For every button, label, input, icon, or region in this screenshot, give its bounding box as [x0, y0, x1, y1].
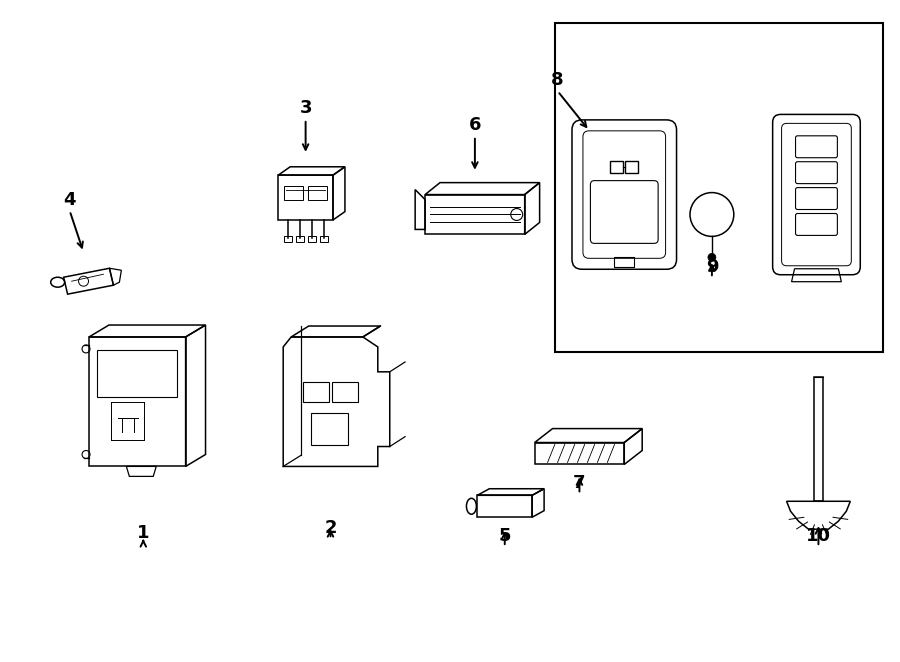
Bar	[310, 412, 348, 444]
FancyBboxPatch shape	[796, 136, 837, 158]
FancyBboxPatch shape	[796, 162, 837, 183]
Bar	[302, 382, 328, 402]
FancyBboxPatch shape	[572, 120, 677, 269]
Text: 3: 3	[300, 99, 312, 117]
Bar	[332, 382, 358, 402]
Bar	[284, 185, 302, 199]
Bar	[425, 195, 525, 234]
Text: 4: 4	[63, 191, 76, 209]
Bar	[278, 175, 333, 220]
FancyBboxPatch shape	[796, 187, 837, 209]
Bar	[284, 236, 292, 242]
Text: 9: 9	[706, 258, 718, 276]
Bar	[535, 442, 625, 465]
Text: 2: 2	[324, 519, 337, 537]
Circle shape	[708, 254, 716, 261]
Text: 7: 7	[573, 474, 586, 493]
Bar	[320, 236, 328, 242]
FancyBboxPatch shape	[590, 181, 658, 244]
Bar	[814, 377, 823, 501]
FancyBboxPatch shape	[772, 115, 860, 275]
FancyBboxPatch shape	[796, 214, 837, 236]
Bar	[296, 236, 303, 242]
Bar	[308, 236, 316, 242]
Bar	[554, 23, 883, 352]
FancyBboxPatch shape	[583, 131, 666, 258]
FancyBboxPatch shape	[781, 123, 851, 265]
Bar	[477, 495, 532, 517]
Bar	[97, 350, 176, 397]
Bar	[615, 258, 634, 267]
Text: 6: 6	[469, 116, 482, 134]
Bar	[308, 185, 327, 199]
Text: 10: 10	[806, 527, 831, 545]
Text: 5: 5	[499, 527, 511, 545]
Text: 1: 1	[137, 524, 149, 542]
Text: 8: 8	[551, 71, 564, 89]
